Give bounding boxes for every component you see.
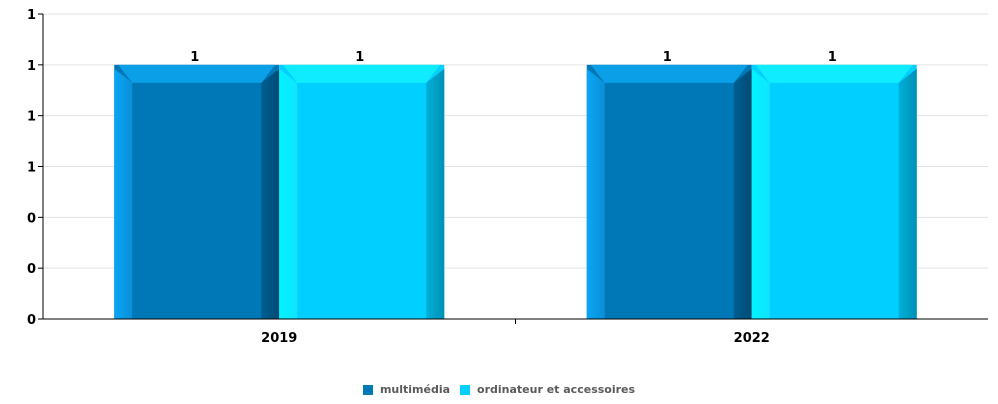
bar-bevel-top [283,64,441,83]
bar-bevel-left [586,68,605,319]
data-label: 1 [663,50,672,65]
legend-swatch-ordinateur [460,384,471,395]
bar-face [114,64,280,319]
data-label: 1 [355,50,364,65]
data-label: 1 [828,50,837,65]
y-tick-label: 1 [27,110,36,125]
x-category-label: 2022 [734,331,770,346]
bar-bevel-top [755,64,913,83]
legend-item-ordinateur[interactable]: ordinateur et accessoires [460,383,635,396]
bar-bevel-left [279,68,298,319]
bar-bevel-top [590,64,748,83]
legend-label-multimedia: multimédia [379,383,451,396]
x-category-label: 2019 [261,331,297,346]
bar-bevel-top [118,64,276,83]
y-tick-label: 1 [27,161,36,176]
bar-bevel-right [733,68,752,319]
labels: 0 0 0 1 1 1 1 1 1 2019 1 1 2022 [27,8,837,346]
y-tick-label: 0 [27,313,36,328]
legend: multimédia ordinateur et accessoires [0,383,998,396]
data-label: 1 [190,50,199,65]
y-tick-label: 0 [27,262,36,277]
bar-bevel-right [261,68,280,319]
legend-label-ordinateur: ordinateur et accessoires [477,383,636,396]
bar-ordinateur-2022[interactable] [751,64,917,319]
bars [114,64,917,319]
bar-face [751,64,917,319]
bar-face [279,64,445,319]
bar-ordinateur-2019[interactable] [279,64,445,319]
y-tick-label: 1 [27,8,36,23]
legend-swatch-multimedia [362,384,373,395]
bar-multimedia-2022[interactable] [586,64,752,319]
y-tick-label: 1 [27,59,36,74]
y-tick-label: 0 [27,211,36,226]
bar-multimedia-2019[interactable] [114,64,280,319]
bar-bevel-left [114,68,133,319]
legend-item-multimedia[interactable]: multimédia [362,383,451,396]
bar-face [586,64,752,319]
axes [38,13,988,324]
bar-bevel-left [751,68,770,319]
bar-bevel-right [898,68,917,319]
bar-bevel-right [426,68,445,319]
